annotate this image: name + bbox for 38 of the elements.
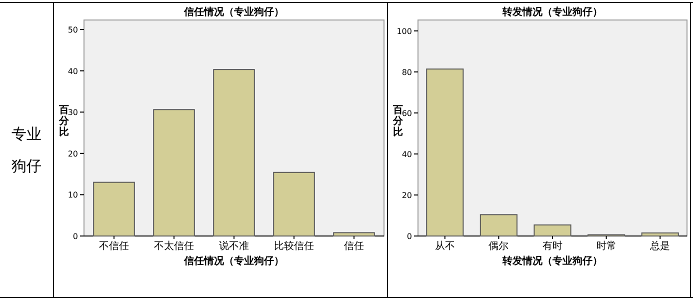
bar xyxy=(641,232,679,236)
x-axis-title: 转发情况（专业狗仔） xyxy=(502,255,602,267)
bar xyxy=(273,172,315,236)
bar xyxy=(480,214,518,236)
x-tick-label: 有时 xyxy=(542,240,562,252)
y-tick-label: 30 xyxy=(68,108,78,118)
y-tick-label: 0 xyxy=(72,232,78,241)
x-axis-title: 信任情况（专业狗仔） xyxy=(183,255,284,267)
x-tick-label: 时常 xyxy=(596,240,616,252)
bar xyxy=(153,109,195,236)
y-tick-label: 20 xyxy=(402,190,412,200)
chart-title: 转发情况（专业狗仔） xyxy=(502,6,602,18)
x-tick-label: 比较信任 xyxy=(274,240,314,252)
bar xyxy=(333,232,375,236)
bar xyxy=(93,182,135,236)
x-tick-label: 总是 xyxy=(649,240,670,252)
y-tick-label: 60 xyxy=(402,108,412,118)
x-tick-label: 信任 xyxy=(344,240,364,252)
y-tick-label: 50 xyxy=(68,26,78,34)
x-tick-label: 偶尔 xyxy=(488,240,509,252)
x-tick-label: 不信任 xyxy=(99,240,129,252)
y-tick-label: 40 xyxy=(402,150,412,159)
bar xyxy=(213,69,255,236)
y-tick-label: 80 xyxy=(402,68,412,77)
bar xyxy=(426,68,464,236)
text: 专业狗仔 xyxy=(10,124,42,177)
bar xyxy=(534,224,572,236)
x-tick-label: 说不准 xyxy=(219,240,249,252)
chart-title: 信任情况（专业狗仔） xyxy=(183,6,284,18)
y-tick-label: 20 xyxy=(68,149,78,158)
y-axis-title: 百分比 xyxy=(58,105,70,138)
y-tick-label: 100 xyxy=(396,26,412,36)
x-tick-label: 不太信任 xyxy=(154,240,194,252)
y-tick-label: 10 xyxy=(68,190,78,200)
y-tick-label: 0 xyxy=(406,232,412,241)
y-tick-label: 40 xyxy=(68,66,78,76)
x-tick-label: 从不 xyxy=(434,240,455,252)
y-axis-title: 百分比 xyxy=(392,105,404,138)
